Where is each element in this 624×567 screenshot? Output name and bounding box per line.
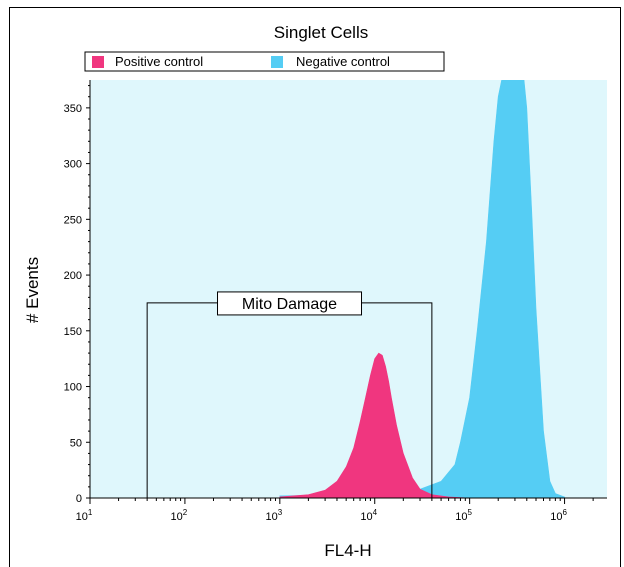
series-positive-control (279, 352, 470, 498)
legend-box (84, 51, 445, 72)
x-tick-label: 103 (265, 508, 282, 523)
legend-label-positive: Positive control (115, 54, 203, 69)
gate-layer: Mito Damage (146, 291, 433, 498)
y-tick-label: 200 (64, 270, 82, 282)
series-negative-control (279, 80, 565, 498)
y-axis-title: # Events (23, 257, 42, 323)
y-tick-label: 350 (64, 103, 82, 115)
x-tick-label: 105 (455, 508, 472, 523)
legend-swatch-positive (92, 56, 104, 68)
x-tick-label: 104 (360, 508, 377, 523)
series-layer (279, 80, 565, 498)
x-axis-title: FL4-H (324, 541, 371, 560)
y-tick-label: 150 (64, 326, 82, 338)
y-tick-label: 300 (64, 159, 82, 171)
legend-swatch-negative (271, 56, 283, 68)
gate-label: Mito Damage (242, 296, 337, 313)
gate-label-box (217, 291, 363, 316)
chart-title: Singlet Cells (274, 23, 369, 42)
x-tick-label: 106 (550, 508, 567, 523)
y-tick-label: 250 (64, 214, 82, 226)
legend-label-negative: Negative control (296, 54, 390, 69)
y-tick-label: 0 (76, 493, 82, 505)
legend: Positive control Negative control (84, 51, 445, 72)
y-tick-label: 50 (70, 437, 82, 449)
y-tick-label: 100 (64, 382, 82, 394)
x-tick-label: 101 (76, 508, 93, 523)
axes-layer: 0 50 100 150 200 250 300 350 101 102 103 104 105 106 (64, 80, 607, 523)
x-tick-label: 102 (171, 508, 188, 523)
chart-frame (9, 7, 621, 567)
